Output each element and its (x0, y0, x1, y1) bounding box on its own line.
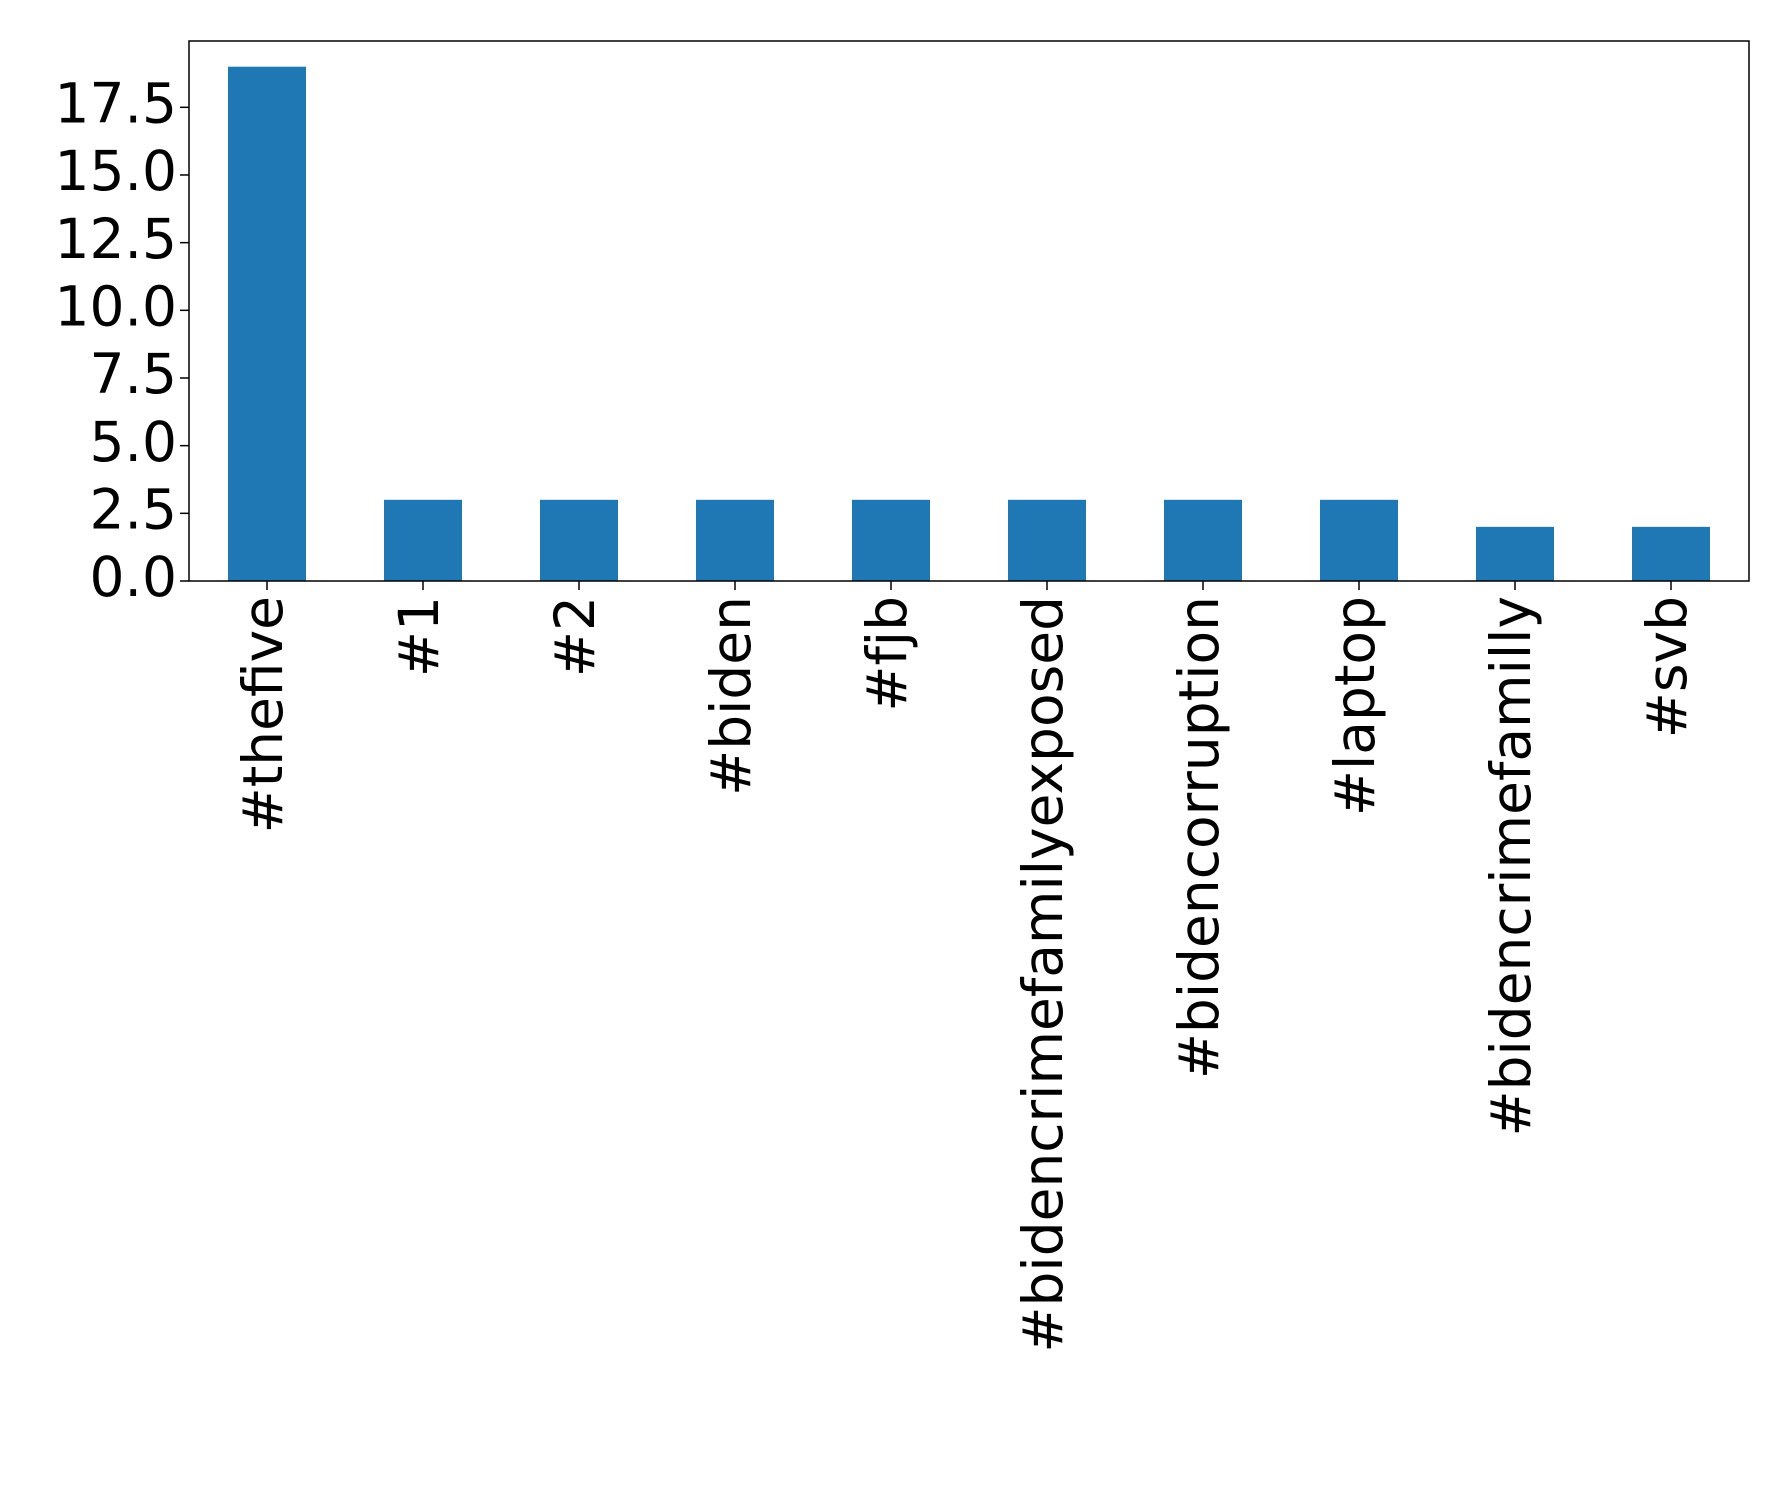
y-tick-label: 12.5 (55, 207, 177, 271)
x-tick-label: #bidencorruption (1167, 596, 1231, 1079)
bar (852, 499, 930, 581)
y-tick-label: 17.5 (55, 71, 177, 135)
bar (1164, 499, 1242, 581)
bar (1476, 526, 1554, 581)
x-tick-label: #biden (699, 596, 763, 796)
y-tick-label: 5.0 (90, 410, 177, 474)
plot-frame (188, 40, 1750, 582)
x-tick-label: #fjb (855, 596, 919, 712)
x-tick-label: #bidencrimefamilly (1479, 596, 1543, 1136)
bar (1632, 526, 1710, 581)
y-tick-label: 0.0 (90, 545, 177, 609)
bar (228, 66, 306, 581)
x-tick-label: #1 (387, 596, 451, 677)
y-tick-label: 2.5 (90, 477, 177, 541)
x-tick-label: #svb (1635, 596, 1699, 738)
y-tick-label: 10.0 (55, 274, 177, 338)
x-tick-label: #bidencrimefamilyexposed (1011, 596, 1075, 1353)
y-tick-label: 7.5 (90, 342, 177, 406)
bar (384, 499, 462, 581)
x-tick-label: #laptop (1323, 596, 1387, 816)
bar (696, 499, 774, 581)
x-tick-label: #thefive (231, 596, 295, 833)
bar (1320, 499, 1398, 581)
y-tick-label: 15.0 (55, 139, 177, 203)
bar (1008, 499, 1086, 581)
x-tick-label: #2 (543, 596, 607, 677)
bar (540, 499, 618, 581)
